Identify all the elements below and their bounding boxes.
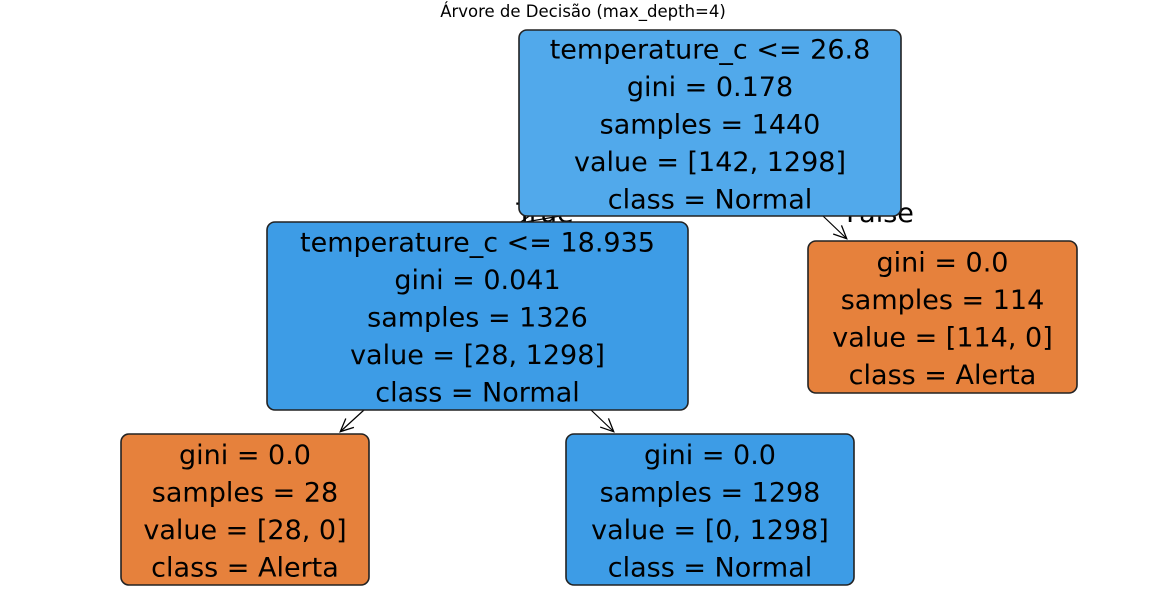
node-line: samples = 28 [152, 477, 338, 508]
tree-node-root: temperature_c <= 26.8 gini = 0.178 samples… [518, 29, 902, 217]
node-line: gini = 0.041 [394, 265, 560, 296]
node-line: class = Alerta [849, 360, 1037, 391]
node-line: gini = 0.0 [644, 440, 776, 471]
node-line: samples = 1298 [600, 477, 821, 508]
edge-root-right [822, 215, 848, 240]
node-line: gini = 0.0 [877, 247, 1009, 278]
tree-node-left-left: gini = 0.0 samples = 28 value = [28, 0] cla… [120, 433, 370, 586]
node-line: class = Normal [375, 378, 580, 409]
node-line: gini = 0.0 [179, 440, 311, 471]
node-line: value = [142, 1298] [574, 147, 846, 178]
node-line: temperature_c <= 26.8 [550, 35, 871, 66]
tree-node-left: temperature_c <= 18.935 gini = 0.041 sampl… [266, 221, 689, 411]
node-line: class = Normal [608, 185, 813, 216]
tree-node-left-right: gini = 0.0 samples = 1298 value = [0, 1298… [565, 433, 855, 586]
node-line: samples = 1440 [600, 110, 821, 141]
edge-left-leftright [590, 409, 615, 433]
edge-left-leftleft [339, 409, 365, 433]
node-box [807, 240, 1078, 394]
node-line: class = Normal [608, 552, 813, 583]
node-box [518, 29, 902, 217]
node-line: samples = 114 [841, 285, 1045, 316]
node-line: value = [0, 1298] [591, 515, 829, 546]
node-box [565, 433, 855, 586]
node-line: gini = 0.178 [627, 72, 793, 103]
node-line: value = [28, 1298] [350, 340, 605, 371]
node-line: class = Alerta [151, 552, 339, 583]
tree-node-right: gini = 0.0 samples = 114 value = [114, 0] c… [807, 240, 1078, 394]
node-box [120, 433, 370, 586]
node-line: value = [28, 0] [143, 515, 346, 546]
diagram-title: Árvore de Decisão (max_depth=4) [440, 2, 726, 21]
node-line: value = [114, 0] [832, 322, 1052, 353]
node-box [266, 221, 689, 411]
node-line: samples = 1326 [367, 303, 588, 334]
node-line: temperature_c <= 18.935 [300, 228, 655, 259]
